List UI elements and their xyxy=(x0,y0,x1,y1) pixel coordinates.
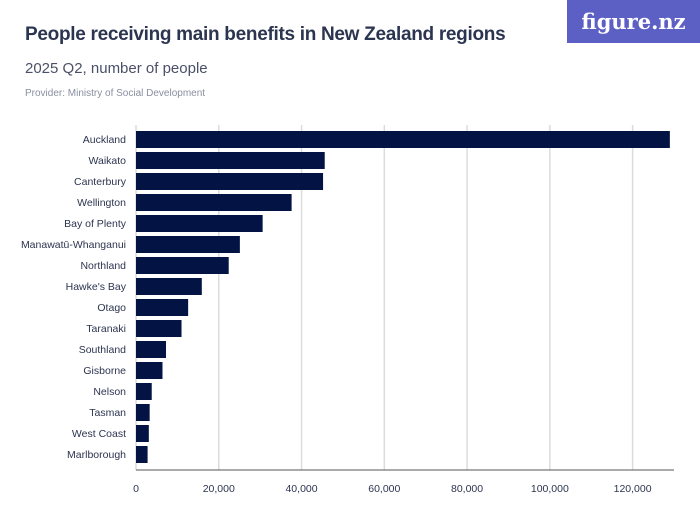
category-label: Gisborne xyxy=(83,365,126,377)
bar xyxy=(136,299,189,316)
category-label: Manawatū-Whanganui xyxy=(21,239,126,251)
bar xyxy=(136,320,182,337)
bar xyxy=(136,173,324,190)
category-label: Hawke's Bay xyxy=(66,281,127,293)
chart-subtitle: 2025 Q2, number of people xyxy=(25,60,208,77)
category-label: Bay of Plenty xyxy=(64,218,127,230)
figure-nz-logo[interactable]: figure.nz xyxy=(567,0,700,43)
bar xyxy=(136,257,229,274)
category-label: Nelson xyxy=(93,386,126,398)
x-tick-label: 40,000 xyxy=(285,483,317,495)
category-label: Otago xyxy=(97,302,126,314)
x-tick-label: 100,000 xyxy=(531,483,569,495)
category-label: West Coast xyxy=(72,428,126,440)
x-tick-label: 120,000 xyxy=(614,483,652,495)
x-tick-label: 60,000 xyxy=(368,483,400,495)
category-label: Marlborough xyxy=(67,449,126,461)
bar xyxy=(136,425,149,442)
chart-title: People receiving main benefits in New Ze… xyxy=(25,24,506,45)
bar xyxy=(136,236,240,253)
category-label: Waikato xyxy=(88,155,126,167)
bar xyxy=(136,131,670,148)
category-label: Canterbury xyxy=(74,176,127,188)
category-label: Southland xyxy=(79,344,126,356)
category-label: Auckland xyxy=(83,134,126,146)
bar xyxy=(136,362,163,379)
category-label: Tasman xyxy=(89,407,126,419)
x-tick-label: 20,000 xyxy=(203,483,235,495)
x-tick-label: 80,000 xyxy=(451,483,483,495)
bar xyxy=(136,446,148,463)
bar xyxy=(136,194,292,211)
bar xyxy=(136,152,325,169)
category-label: Wellington xyxy=(77,197,126,209)
bar xyxy=(136,278,202,295)
x-tick-label: 0 xyxy=(133,483,139,495)
bar xyxy=(136,383,152,400)
bar xyxy=(136,341,167,358)
bar xyxy=(136,215,263,232)
category-label: Northland xyxy=(80,260,126,272)
bar xyxy=(136,404,150,421)
provider-note: Provider: Ministry of Social Development xyxy=(25,88,206,99)
category-label: Taranaki xyxy=(86,323,126,335)
